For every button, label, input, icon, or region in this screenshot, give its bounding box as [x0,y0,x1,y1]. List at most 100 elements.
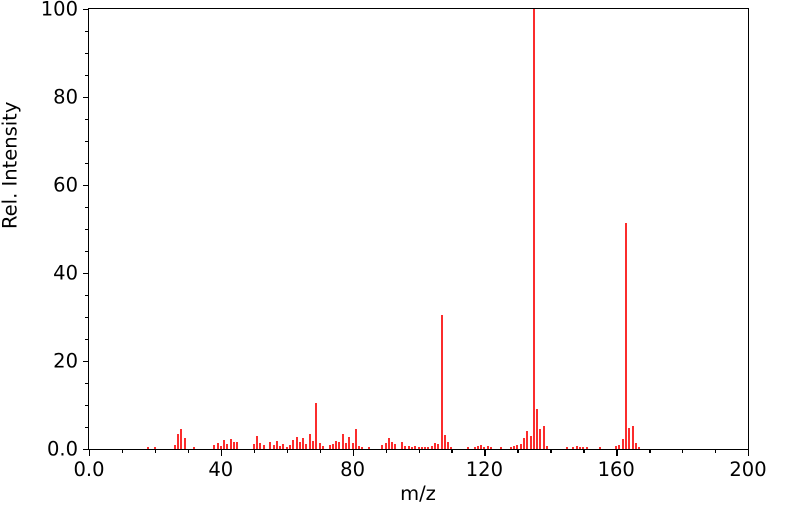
spectrum-peak [180,428,183,449]
spectrum-peak [440,314,443,449]
spectrum-peak [256,436,259,449]
spectrum-peak [578,446,581,449]
x-tick-major [748,449,750,456]
y-tick-minor [85,229,89,231]
spectrum-peak [536,408,539,449]
x-tick-minor [319,449,322,453]
spectrum-peak [539,428,542,449]
spectrum-peak [153,447,156,449]
spectrum-peak [272,445,275,449]
y-tick-label: 100 [40,0,78,21]
y-tick-label: 60 [53,173,78,197]
spectrum-peak [226,444,229,449]
y-tick-minor [85,119,89,121]
spectrum-peak [546,445,548,449]
spectrum-peak [368,447,371,449]
x-tick-label: 80 [340,458,366,481]
spectrum-peak [331,444,334,449]
spectrum-peak [414,446,417,449]
y-tick-label: 80 [53,85,78,109]
spectrum-peak [262,444,265,449]
spectrum-peak [509,446,512,449]
y-tick-minor [85,427,89,429]
spectrum-peak [183,437,186,449]
spectrum-peak [483,446,486,449]
spectrum-plot-area [89,9,748,449]
spectrum-peak [292,439,295,449]
spectrum-peak [269,442,272,449]
y-tick-minor [85,405,89,407]
spectrum-peak [275,441,278,449]
x-axis-title: m/z [400,482,436,505]
y-tick-major [82,273,89,275]
spectrum-peak [437,443,440,449]
spectrum-peak [480,445,483,449]
spectrum-peak [417,446,420,449]
spectrum-peak [631,425,634,449]
spectrum-peak [351,443,354,449]
spectrum-peak [302,437,305,449]
spectrum-peak [279,445,282,449]
x-tick-minor [253,449,256,453]
spectrum-peak [476,446,479,449]
x-tick-label: 120 [465,458,504,481]
spectrum-peak [223,439,226,449]
spectrum-peak [638,446,641,449]
x-tick-minor [286,449,289,453]
spectrum-peak [308,433,311,449]
x-tick-label: 160 [597,458,635,481]
spectrum-peak [572,446,575,449]
spectrum-peak [516,445,519,449]
spectrum-peak [176,434,179,449]
spectrum-peak [236,441,239,449]
x-tick-major [616,449,618,456]
spectrum-peak [354,429,357,449]
spectrum-peak [542,426,545,449]
x-tick-minor [583,449,585,453]
x-tick-minor [715,449,717,453]
spectrum-peak [387,437,390,449]
y-tick-label: 0.0 [46,437,78,461]
spectrum-peak [625,223,628,449]
x-tick-minor [187,449,190,453]
x-tick-minor [154,449,157,453]
spectrum-peak [285,446,288,449]
x-tick-minor [550,449,552,453]
spectrum-peak [618,444,621,449]
y-tick-minor [85,339,89,341]
spectrum-peak [361,446,364,449]
spectrum-peak [575,446,578,449]
y-tick-minor [85,53,89,55]
spectrum-peak [473,446,476,449]
spectrum-peak [634,442,637,449]
spectrum-peak [513,446,516,449]
y-tick-major [82,185,89,187]
spectrum-peak [232,442,235,449]
y-tick-minor [85,75,89,77]
spectrum-peak [173,444,176,449]
spectrum-peak [318,442,321,449]
spectrum-peak [433,442,436,449]
spectrum-peak [305,444,308,449]
spectrum-peak [338,442,341,449]
spectrum-peak [401,441,404,449]
spectrum-peak [147,446,150,449]
spectrum-peak [522,438,525,449]
x-tick-minor [451,449,453,453]
x-tick-major [352,449,354,456]
spectrum-peak [288,444,291,449]
spectrum-peak [312,440,315,449]
y-tick-major [82,97,89,99]
x-tick-major [89,449,91,456]
spectrum-peak [216,442,219,449]
y-tick-label: 20 [53,349,78,373]
spectrum-peak [532,9,535,449]
y-tick-minor [85,295,89,297]
spectrum-peak [345,442,347,449]
x-tick-minor [385,449,387,453]
spectrum-peak [407,446,410,449]
spectrum-peak [348,437,351,449]
y-tick-major [82,9,89,11]
spectrum-peak [321,446,324,449]
spectrum-peak [213,445,216,449]
